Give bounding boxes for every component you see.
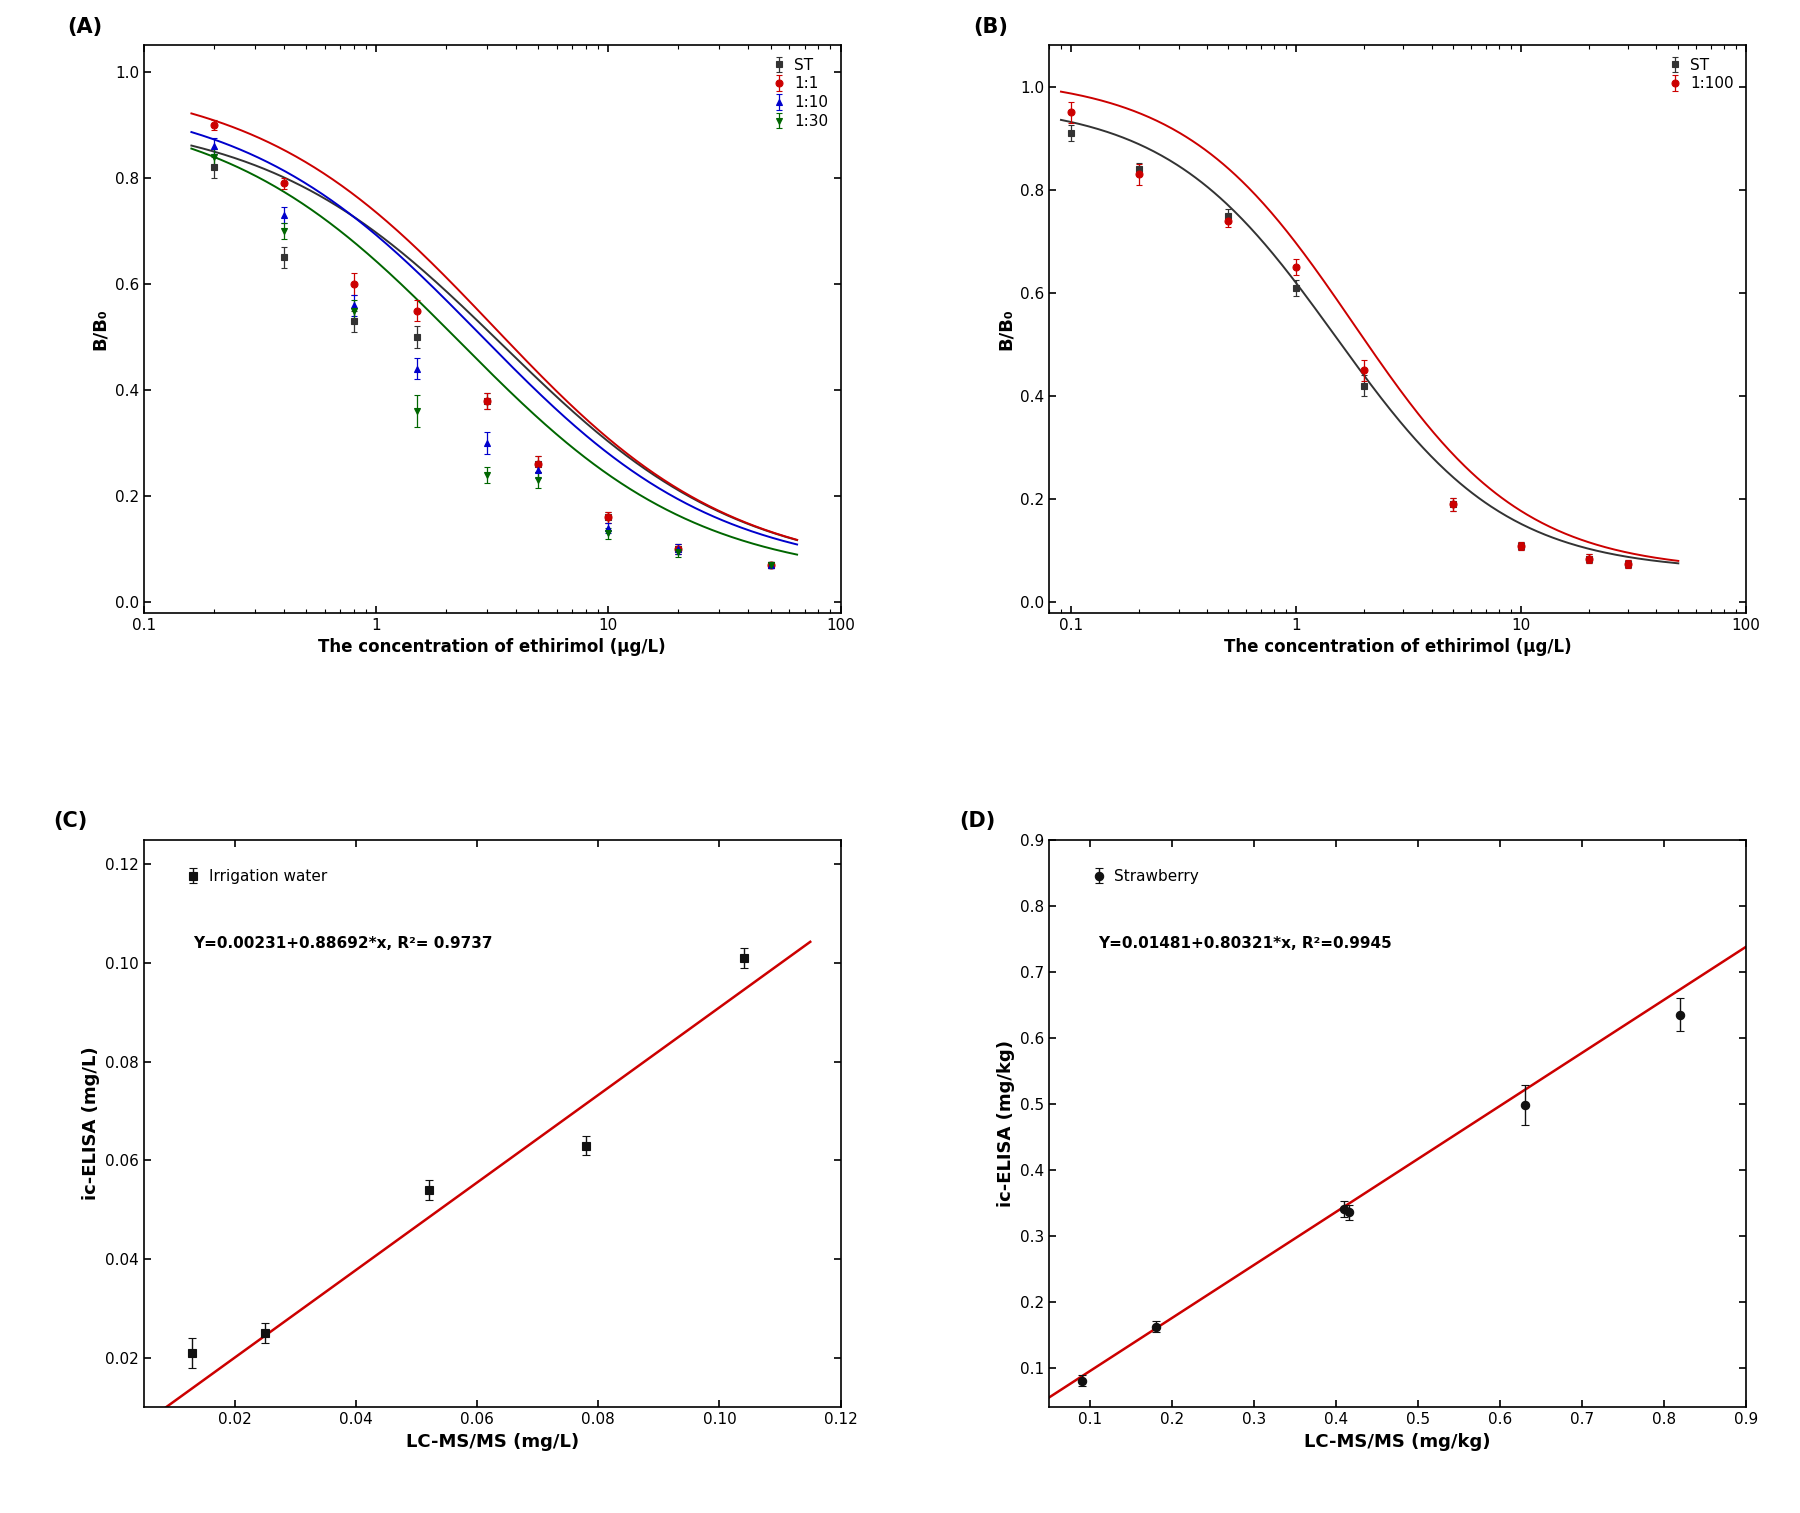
Legend: Irrigation water: Irrigation water: [180, 864, 331, 888]
Legend: ST, 1:1, 1:10, 1:30: ST, 1:1, 1:10, 1:30: [765, 53, 833, 133]
Text: (B): (B): [972, 17, 1008, 36]
Y-axis label: ic-ELISA (mg/L): ic-ELISA (mg/L): [81, 1047, 99, 1200]
Text: (D): (D): [959, 811, 995, 831]
Text: (A): (A): [67, 17, 103, 36]
Y-axis label: B/B₀: B/B₀: [92, 309, 110, 350]
X-axis label: The concentration of ethirimol (μg/L): The concentration of ethirimol (μg/L): [1224, 638, 1571, 657]
X-axis label: LC-MS/MS (mg/L): LC-MS/MS (mg/L): [405, 1433, 580, 1451]
Y-axis label: ic-ELISA (mg/kg): ic-ELISA (mg/kg): [997, 1039, 1015, 1207]
Legend: Strawberry: Strawberry: [1085, 864, 1204, 888]
Legend: ST, 1:100: ST, 1:100: [1661, 53, 1739, 95]
X-axis label: LC-MS/MS (mg/kg): LC-MS/MS (mg/kg): [1305, 1433, 1490, 1451]
Text: Y=0.01481+0.80321*x, R²=0.9945: Y=0.01481+0.80321*x, R²=0.9945: [1098, 937, 1391, 952]
X-axis label: The concentration of ethirimol (μg/L): The concentration of ethirimol (μg/L): [319, 638, 666, 657]
Y-axis label: B/B₀: B/B₀: [997, 309, 1015, 350]
Text: (C): (C): [54, 811, 88, 831]
Text: Y=0.00231+0.88692*x, R²= 0.9737: Y=0.00231+0.88692*x, R²= 0.9737: [193, 937, 491, 952]
